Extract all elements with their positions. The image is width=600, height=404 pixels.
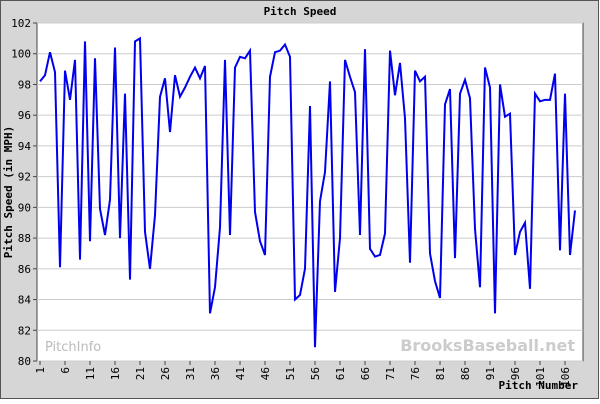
x-axis-title: Pitch Number — [499, 379, 579, 392]
x-tick-label: 66 — [359, 367, 372, 380]
x-tick-label: 46 — [259, 367, 272, 380]
x-tick-label: 61 — [334, 367, 347, 380]
y-tick-label: 92 — [18, 171, 31, 184]
x-tick-label: 106 — [559, 367, 572, 387]
line — [39, 36, 576, 348]
x-tick-label: 91 — [484, 367, 497, 380]
y-tick-label: 100 — [11, 48, 31, 61]
x-tick-label: 16 — [109, 367, 122, 380]
y-tick-label: 86 — [18, 263, 31, 276]
y-tick-label: 90 — [18, 201, 31, 214]
chart-title: Pitch Speed — [264, 5, 337, 18]
y-tick-label: 102 — [11, 17, 31, 30]
x-tick-label: 101 — [534, 367, 547, 387]
x-tick-label: 6 — [59, 367, 72, 374]
x-tick-label: 36 — [209, 367, 222, 380]
x-tick-label: 76 — [409, 367, 422, 380]
y-tick-label: 96 — [18, 109, 31, 122]
x-tick-label: 86 — [459, 367, 472, 380]
y-tick-label: 84 — [18, 294, 32, 307]
x-tick-label: 21 — [134, 367, 147, 380]
x-tick-label: 81 — [434, 367, 447, 380]
watermark: BrooksBaseball.net — [400, 336, 575, 355]
x-tick-label: 41 — [234, 367, 247, 380]
x-tick-label: 31 — [184, 367, 197, 380]
x-tick-label: 26 — [159, 367, 172, 380]
y-tick-label: 80 — [18, 355, 31, 368]
y-tick-label: 82 — [18, 324, 31, 337]
watermark: PitchInfo — [45, 340, 101, 355]
x-tick-label: 56 — [309, 367, 322, 380]
x-tick-label: 96 — [509, 367, 522, 380]
y-tick-label: 94 — [18, 140, 32, 153]
x-tick-label: 11 — [84, 367, 97, 380]
x-tick-label: 51 — [284, 367, 297, 380]
x-tick-label: 1 — [34, 367, 47, 374]
y-axis-title: Pitch Speed (in MPH) — [2, 126, 15, 258]
y-tick-label: 98 — [18, 78, 31, 91]
x-tick-label: 71 — [384, 367, 397, 380]
y-tick-label: 88 — [18, 232, 31, 245]
